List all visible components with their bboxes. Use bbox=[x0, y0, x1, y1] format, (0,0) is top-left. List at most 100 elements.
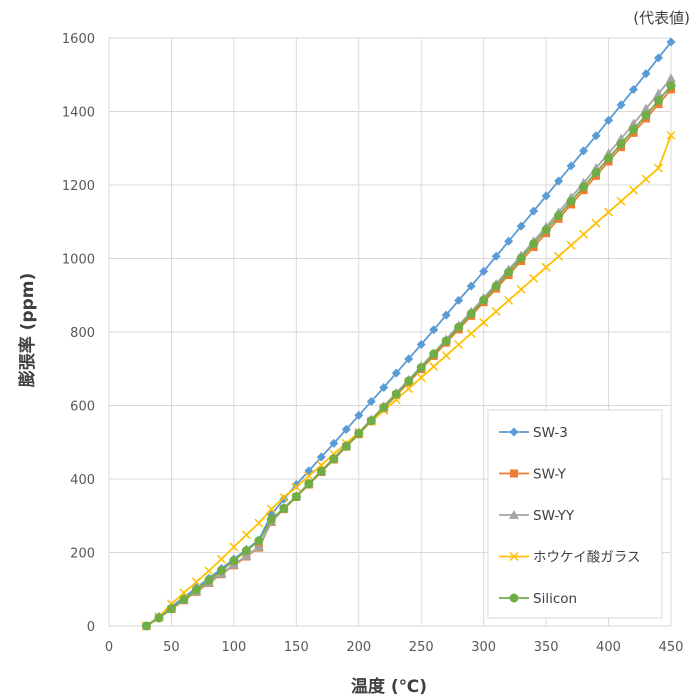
legend-box bbox=[487, 409, 663, 619]
data-point bbox=[354, 428, 364, 438]
data-point bbox=[466, 281, 476, 291]
legend-label: SW-Y bbox=[533, 467, 567, 483]
data-point bbox=[404, 354, 414, 364]
data-point bbox=[629, 185, 639, 195]
data-point bbox=[491, 281, 501, 291]
x-tick-label: 100 bbox=[221, 640, 246, 655]
data-point bbox=[416, 363, 426, 373]
data-point bbox=[541, 191, 551, 201]
data-point bbox=[404, 384, 414, 394]
data-point bbox=[341, 441, 351, 451]
y-axis-title: 膨張率 (ppm) bbox=[17, 273, 38, 388]
data-point bbox=[316, 466, 326, 476]
data-point bbox=[191, 577, 201, 587]
data-point bbox=[216, 566, 226, 576]
y-tick-label: 400 bbox=[70, 473, 95, 488]
data-point bbox=[604, 153, 614, 163]
x-tick-label: 300 bbox=[471, 640, 496, 655]
data-point bbox=[554, 211, 564, 221]
data-point bbox=[529, 273, 539, 283]
data-point bbox=[604, 207, 614, 217]
series-group bbox=[141, 37, 676, 631]
x-tick-label: 50 bbox=[163, 640, 180, 655]
legend-entry: SW-Y bbox=[499, 467, 567, 483]
data-point bbox=[591, 218, 601, 228]
x-tick-label: 250 bbox=[409, 640, 434, 655]
data-point bbox=[616, 196, 626, 206]
data-point bbox=[579, 146, 589, 156]
data-point bbox=[504, 236, 514, 246]
data-point bbox=[641, 103, 652, 113]
data-point bbox=[416, 373, 426, 383]
data-point bbox=[379, 402, 389, 412]
data-point bbox=[229, 542, 239, 552]
data-point bbox=[241, 546, 251, 556]
data-point bbox=[454, 322, 464, 332]
data-point bbox=[441, 310, 451, 320]
data-point bbox=[491, 251, 501, 261]
series-5 bbox=[141, 81, 676, 631]
data-point bbox=[241, 530, 251, 540]
data-point bbox=[366, 416, 376, 426]
y-tick-label: 1400 bbox=[62, 106, 95, 121]
legend-entry: SW-3 bbox=[499, 425, 568, 441]
data-point bbox=[279, 492, 289, 502]
data-point bbox=[391, 368, 401, 378]
data-point bbox=[254, 536, 264, 546]
data-point bbox=[166, 604, 176, 614]
data-point bbox=[479, 295, 489, 305]
legend-entry: ホウケイ酸ガラス bbox=[499, 550, 640, 566]
data-point bbox=[579, 229, 589, 239]
legend-marker bbox=[510, 469, 518, 478]
data-point bbox=[341, 424, 351, 434]
data-point bbox=[654, 53, 664, 63]
data-point bbox=[154, 613, 164, 623]
y-tick-label: 0 bbox=[87, 620, 95, 635]
data-point bbox=[616, 100, 626, 110]
data-point bbox=[254, 518, 264, 528]
data-point bbox=[466, 328, 476, 339]
data-point bbox=[366, 396, 376, 406]
data-point bbox=[404, 376, 414, 386]
data-point bbox=[279, 503, 289, 513]
tick-labels: 0 200 400 600 800 1000 1200 1400 1600 0 50 100 150 20… bbox=[62, 32, 684, 655]
data-point bbox=[529, 239, 539, 249]
data-point bbox=[416, 339, 426, 349]
data-point bbox=[429, 325, 439, 335]
data-point bbox=[329, 438, 339, 448]
data-point bbox=[179, 588, 189, 598]
data-point bbox=[516, 253, 526, 263]
data-point bbox=[454, 295, 464, 305]
data-point bbox=[641, 69, 651, 79]
data-point bbox=[491, 306, 501, 316]
data-point bbox=[204, 566, 214, 576]
x-axis-title: 温度 (℃) bbox=[351, 676, 427, 697]
legend-marker bbox=[509, 593, 519, 603]
data-point bbox=[141, 621, 151, 631]
y-tick-label: 1000 bbox=[62, 253, 95, 268]
data-point bbox=[429, 349, 439, 359]
data-point bbox=[241, 550, 252, 560]
data-point bbox=[441, 350, 451, 361]
data-point bbox=[529, 206, 539, 216]
data-point bbox=[641, 174, 651, 184]
x-tick-label: 350 bbox=[534, 640, 559, 655]
data-point bbox=[554, 251, 564, 261]
data-point bbox=[279, 494, 289, 504]
legend-entry: SW-YY bbox=[499, 508, 575, 524]
data-point bbox=[554, 176, 564, 186]
data-point bbox=[591, 131, 601, 141]
legend-marker bbox=[509, 510, 519, 519]
legend: SW-3 SW-Y SW-YY ホウケイ酸ガラス Silicon bbox=[487, 409, 663, 619]
legend-label: SW-YY bbox=[533, 508, 575, 524]
data-point bbox=[266, 504, 276, 514]
data-point bbox=[291, 480, 301, 490]
data-point bbox=[591, 168, 601, 178]
y-tick-label: 800 bbox=[70, 326, 95, 341]
data-point bbox=[479, 266, 489, 276]
data-point bbox=[566, 196, 576, 206]
data-point bbox=[253, 541, 264, 551]
data-point bbox=[579, 182, 589, 192]
data-point bbox=[504, 295, 514, 305]
